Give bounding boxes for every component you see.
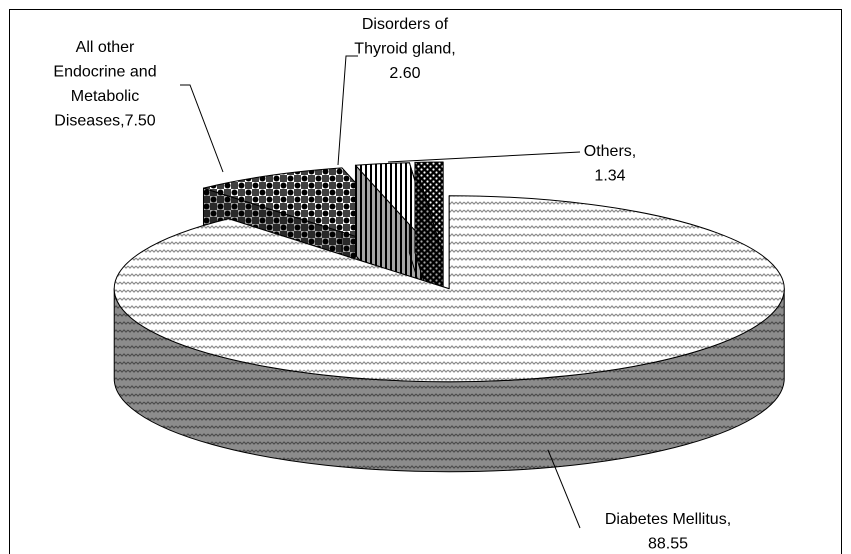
slice-side-shade — [114, 288, 785, 472]
slice-top — [113, 195, 785, 383]
data-label-category: Others — [584, 143, 632, 160]
leader-line — [387, 151, 581, 163]
data-label-separator: , — [727, 511, 731, 528]
data-label-separator: , — [451, 41, 455, 58]
slice-top — [414, 161, 444, 256]
data-label-value: 1.34 — [594, 168, 625, 185]
leader-line — [547, 449, 581, 529]
data-label-category: All other Endocrine and Metabolic Diseas… — [53, 39, 161, 130]
data-label-value: 88.55 — [648, 536, 688, 553]
leader-line — [180, 84, 224, 173]
data-label-category: Disorders of Thyroid gland — [354, 16, 452, 58]
data-label-value: 2.60 — [389, 65, 420, 82]
data-label-category: Diabetes Mellitus — [605, 511, 727, 528]
leader-line — [337, 55, 358, 166]
data-label-value: 7.50 — [125, 113, 156, 130]
data-label-separator: , — [120, 113, 124, 130]
data-label-separator: , — [632, 143, 636, 160]
